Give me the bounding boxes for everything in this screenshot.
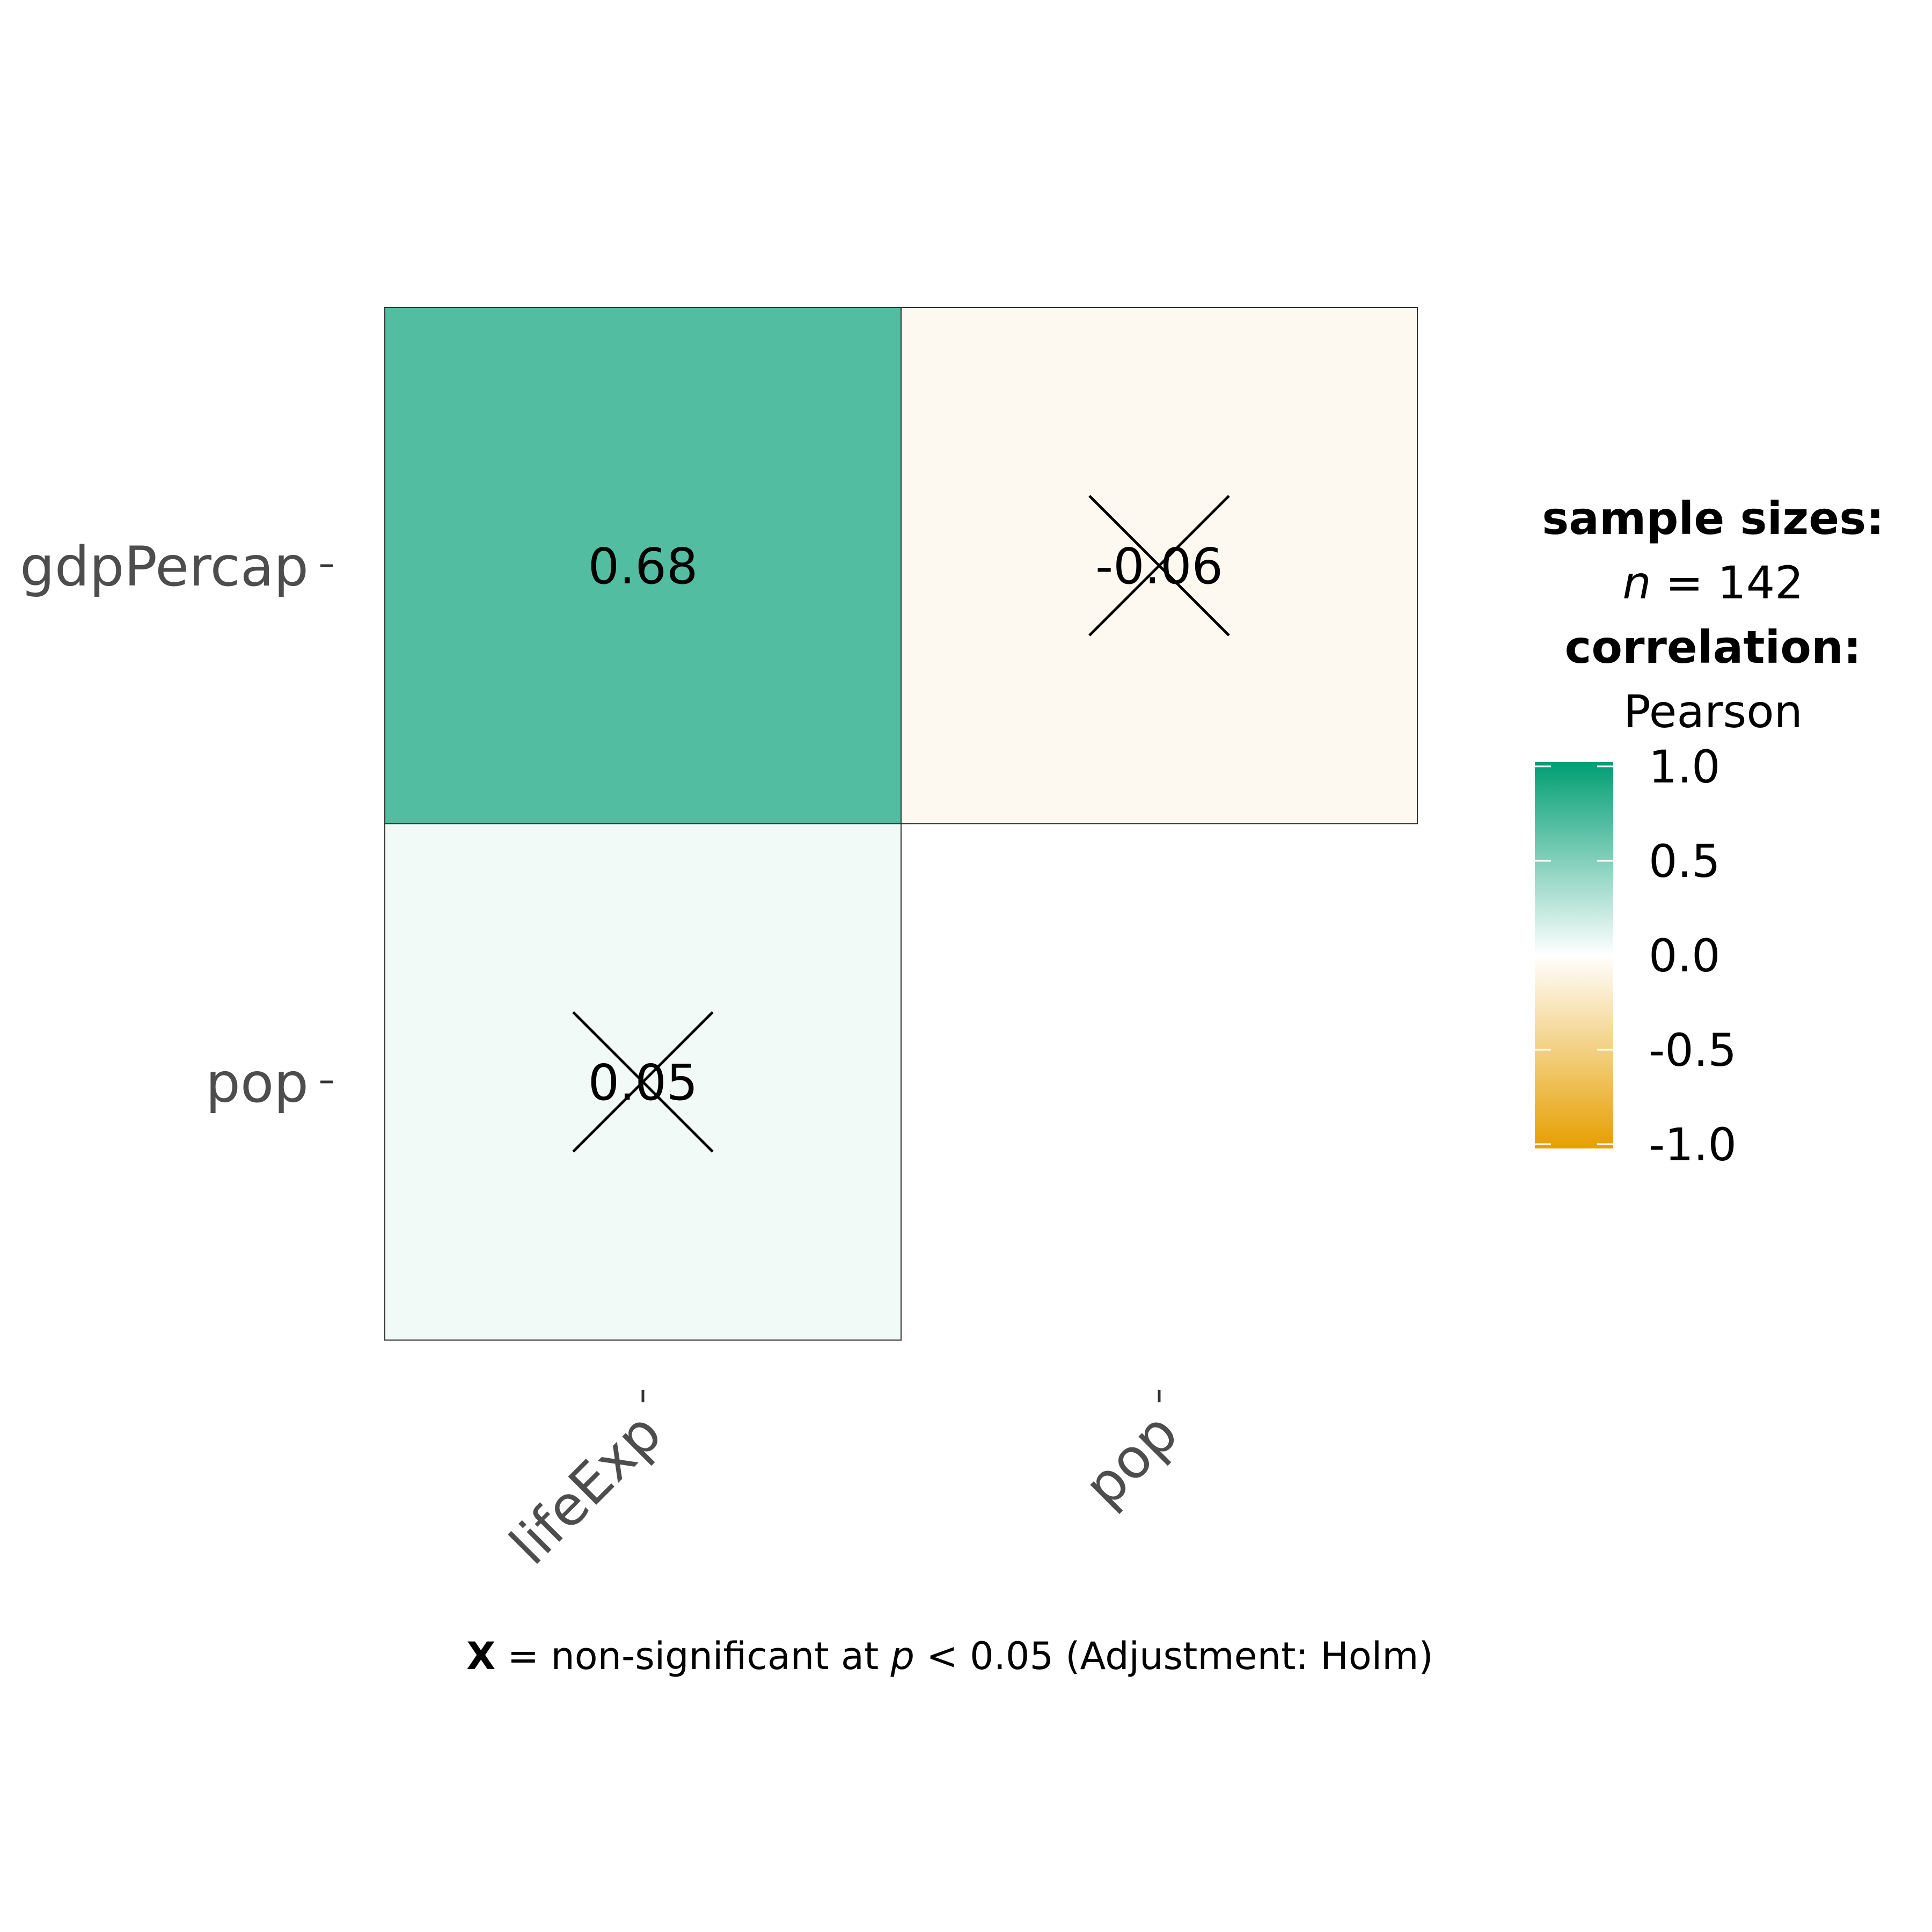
legend-ticks: 1.0 0.5 0.0 -0.5 -1.0 [1535, 741, 1737, 1171]
legend-sample-sizes-title: sample sizes: [1542, 492, 1884, 545]
cell-label-lifeexp-gdppercap: 0.68 [588, 538, 698, 595]
y-axis: gdpPercap pop [20, 535, 333, 1115]
y-tick-label-gdppercap: gdpPercap [20, 535, 309, 599]
x-axis: lifeExp pop [498, 1390, 1190, 1577]
legend: sample sizes: n = 142 correlation: Pears… [1535, 492, 1884, 1171]
x-tick-label-pop: pop [1072, 1401, 1190, 1519]
legend-tick-label-1: 0.5 [1649, 835, 1721, 888]
y-tick-label-pop: pop [206, 1051, 309, 1115]
legend-tick-label-2: 0.0 [1649, 930, 1721, 982]
legend-correlation-title: correlation: [1565, 621, 1862, 674]
cell-lifeexp-gdppercap [384, 307, 902, 824]
legend-n-text: = 142 [1651, 557, 1804, 609]
legend-tick-label-0: 1.0 [1649, 741, 1721, 793]
caption-symbol: X [466, 1634, 495, 1678]
legend-tick-label-3: -0.5 [1649, 1024, 1737, 1077]
legend-sample-size: n = 142 [1622, 557, 1803, 609]
caption-text-1: = non-significant at [495, 1634, 890, 1678]
legend-tick-label-4: -1.0 [1649, 1118, 1737, 1171]
legend-correlation-method: Pearson [1623, 685, 1803, 738]
nonsignificant-cross-b-lifeexp-pop [572, 1011, 714, 1153]
caption-p: p [890, 1634, 914, 1678]
heatmap-cells: 0.68-0.060.05 [384, 307, 1418, 1341]
caption-text-2: < 0.05 (Adjustment: Holm) [914, 1634, 1433, 1678]
x-tick-label-lifeexp: lifeExp [498, 1401, 674, 1577]
nonsignificant-cross-b-pop-gdppercap [1088, 495, 1230, 636]
legend-n-symbol: n [1622, 557, 1651, 609]
caption: X = non-significant at p < 0.05 (Adjustm… [466, 1634, 1433, 1678]
